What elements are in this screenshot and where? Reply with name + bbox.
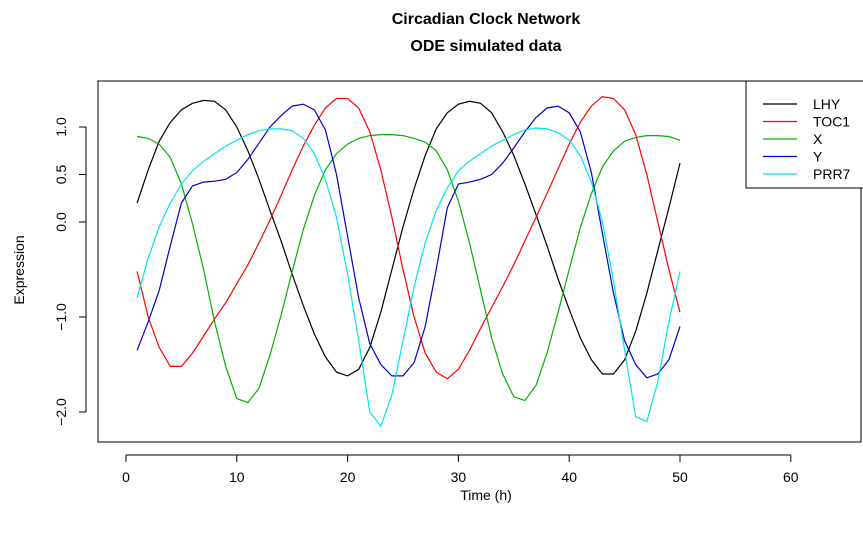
series-line-lhy: [136, 99, 681, 377]
axes: 0 10 20 30 40 50 60 1.0 0.5 0.0 −1.0 −2.0: [53, 117, 799, 485]
x-tick-label: 50: [672, 469, 688, 485]
series-layer: [136, 95, 681, 428]
y-tick-label: 0.5: [53, 165, 69, 185]
series-line-toc1: [136, 95, 681, 380]
series-line-y: [136, 103, 681, 379]
chart-subtitle: ODE simulated data: [410, 38, 561, 55]
x-tick-label: 10: [229, 469, 245, 485]
legend-label-y: Y: [813, 149, 823, 165]
x-tick-label: 0: [122, 469, 130, 485]
legend-label-toc1: TOC1: [813, 114, 850, 130]
legend-box: [745, 80, 863, 189]
chart-title: Circadian Clock Network: [392, 11, 581, 28]
x-tick-label: 60: [783, 469, 799, 485]
y-axis-label: Expression: [11, 235, 27, 304]
legend-label-prr7: PRR7: [813, 166, 851, 182]
x-tick-label: 20: [340, 469, 356, 485]
plot-frame: [97, 80, 862, 443]
y-tick-label: 0.0: [53, 212, 69, 232]
series-line-x: [136, 134, 681, 404]
legend-label-x: X: [813, 131, 823, 147]
x-tick-label: 40: [561, 469, 577, 485]
y-tick-label: 1.0: [53, 117, 69, 137]
legend-label-lhy: LHY: [813, 96, 841, 112]
series-line-prr7: [136, 127, 681, 428]
y-tick-label: −1.0: [53, 303, 69, 331]
y-tick-label: −2.0: [53, 398, 69, 426]
x-axis-label: Time (h): [460, 487, 512, 503]
x-tick-label: 30: [451, 469, 467, 485]
